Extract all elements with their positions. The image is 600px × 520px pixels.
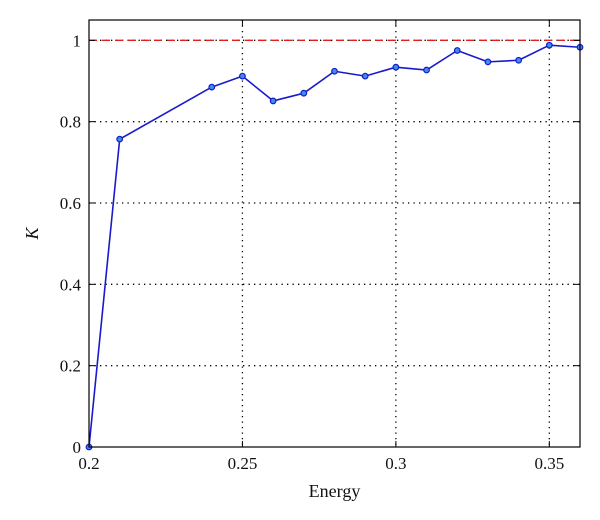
y-axis-label: K (22, 227, 42, 241)
y-tick-label: 0.2 (60, 357, 81, 376)
data-point (484, 58, 492, 66)
x-axis-label: Energy (309, 481, 361, 501)
data-point (515, 56, 523, 64)
tick-marks (88, 20, 580, 448)
y-tick-label: 0.4 (60, 275, 82, 294)
data-point (300, 89, 308, 97)
y-tick-labels: 0 0.2 0.4 0.6 0.8 1 (60, 31, 82, 457)
data-point (545, 41, 553, 49)
plot-frame (88, 19, 581, 448)
series-layer (85, 41, 584, 451)
data-point (116, 135, 124, 143)
data-point (423, 66, 430, 74)
data-point (239, 72, 246, 80)
data-point (269, 97, 277, 105)
data-point (331, 67, 338, 75)
y-tick-label: 0.6 (60, 194, 81, 213)
y-tick-label: 0 (73, 438, 82, 457)
y-tick-label: 0.8 (60, 113, 81, 132)
x-tick-label: 0.35 (534, 454, 564, 473)
y-tick-label: 1 (73, 31, 82, 50)
x-tick-labels: 0.2 0.25 0.3 0.35 (78, 454, 564, 473)
data-point (361, 72, 369, 80)
data-point (453, 47, 461, 54)
data-point (208, 83, 216, 91)
data-point (392, 63, 400, 71)
x-tick-label: 0.2 (78, 454, 99, 473)
x-tick-label: 0.25 (228, 454, 258, 473)
x-tick-label: 0.3 (385, 454, 406, 473)
